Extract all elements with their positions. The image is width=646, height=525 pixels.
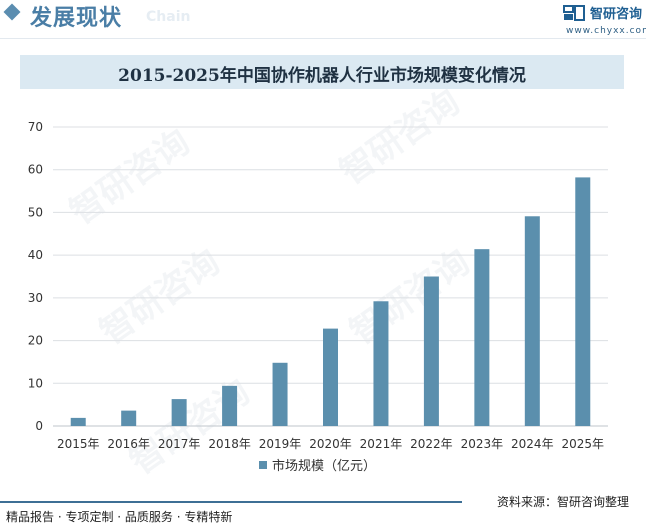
bar (121, 410, 137, 426)
bar-chart: 0 10 20 30 40 50 60 70 2015年 2016年 2017年 2018年 2019… (28, 120, 608, 474)
bar (474, 249, 490, 426)
brand-name: 智研咨询 (590, 7, 643, 22)
x-axis: 2015年 2016年 2017年 2018年 2019年 2020年 2021年 2022年… (57, 437, 604, 451)
chart-bars (70, 177, 591, 426)
chart-title-banner: 2015-2025年中国协作机器人行业市场规模变化情况 (20, 55, 624, 89)
x-tick-label: 2020年 (309, 437, 352, 451)
bar (524, 216, 540, 426)
bar (373, 301, 389, 426)
bar (423, 276, 439, 426)
y-tick-label: 20 (28, 334, 43, 348)
bar (272, 362, 288, 426)
y-axis: 0 10 20 30 40 50 60 70 (28, 120, 43, 433)
bar (70, 417, 86, 426)
header-subtitle: Chain (146, 9, 191, 25)
chart-title: 2015-2025年中国协作机器人行业市场规模变化情况 (118, 66, 526, 86)
x-tick-label: 2021年 (360, 437, 403, 451)
legend-label: 市场规模（亿元） (272, 458, 376, 474)
brand-url: www.chyxx.com (566, 26, 646, 36)
bar (222, 385, 238, 426)
y-tick-label: 30 (28, 291, 43, 305)
x-tick-label: 2019年 (259, 437, 302, 451)
legend-swatch (259, 461, 267, 469)
bar (575, 177, 591, 426)
chart-legend: 市场规模（亿元） (259, 458, 376, 474)
y-tick-label: 60 (28, 163, 43, 177)
x-tick-label: 2024年 (511, 437, 554, 451)
x-tick-label: 2025年 (561, 437, 604, 451)
page-header: 发展现状 Chain 智研咨询 www.chyxx.com (0, 0, 646, 36)
y-tick-label: 40 (28, 248, 43, 262)
header-divider (0, 38, 646, 39)
x-tick-label: 2015年 (57, 437, 100, 451)
x-tick-label: 2022年 (410, 437, 453, 451)
x-tick-label: 2023年 (461, 437, 504, 451)
bar (323, 328, 338, 426)
y-tick-label: 70 (28, 120, 43, 134)
y-tick-label: 0 (35, 419, 43, 433)
x-tick-label: 2018年 (208, 437, 251, 451)
brand-logo-icon (563, 5, 585, 21)
header-title: 发展现状 (30, 6, 123, 31)
bar (171, 399, 187, 426)
footer-divider (0, 501, 462, 503)
x-tick-label: 2016年 (107, 437, 150, 451)
y-tick-label: 50 (28, 205, 43, 219)
source-note: 资料来源：智研咨询整理 (497, 495, 630, 509)
footer-tagline: 精品报告 · 专项定制 · 品质服务 · 专精特新 (6, 510, 233, 524)
x-tick-label: 2017年 (158, 437, 201, 451)
y-tick-label: 10 (28, 376, 43, 390)
